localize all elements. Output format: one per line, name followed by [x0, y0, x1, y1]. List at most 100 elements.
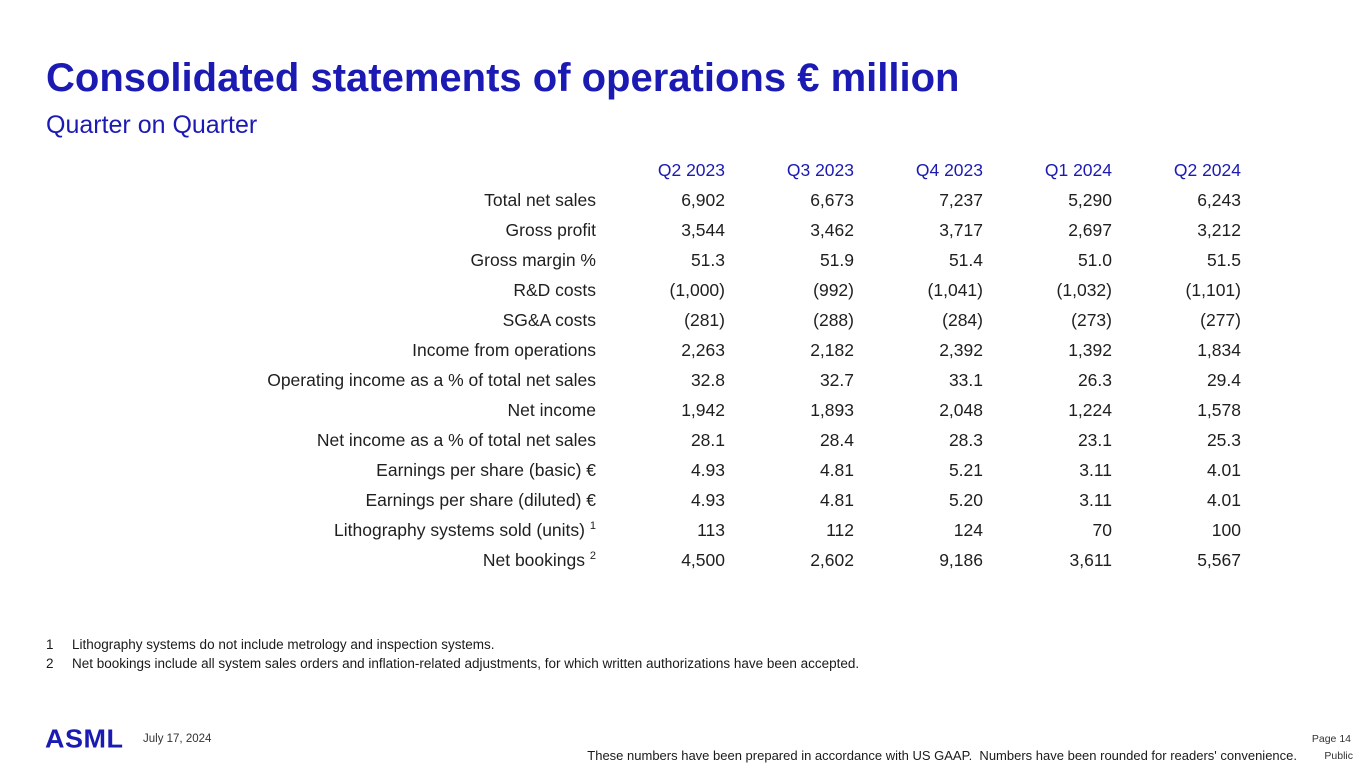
column-header: Q1 2024 [1044, 160, 1112, 180]
row-label: Gross profit [505, 220, 596, 240]
row-label: R&D costs [513, 280, 596, 300]
cell-value: 28.1 [690, 430, 725, 450]
cell-value: (281) [684, 310, 725, 330]
table-header-row: Q2 2023 Q3 2023 Q4 2023 Q1 2024 Q2 2024 [46, 155, 1241, 185]
classification-label: Public [1324, 750, 1353, 762]
cell-value: 28.4 [819, 430, 854, 450]
column-header: Q2 2023 [657, 160, 725, 180]
cell-value: 70 [1092, 520, 1112, 540]
cell-value: 3,717 [939, 220, 983, 240]
row-label: Net income [507, 400, 596, 420]
page-subtitle: Quarter on Quarter [46, 111, 258, 139]
page-title: Consolidated statements of operations € … [46, 56, 960, 100]
financial-table: Q2 2023 Q3 2023 Q4 2023 Q1 2024 Q2 2024 Total… [46, 155, 1241, 575]
row-label: Earnings per share (diluted) € [365, 490, 596, 510]
footnote: 2 Net bookings include all system sales o… [46, 655, 859, 674]
footnote-number: 1 [46, 637, 54, 652]
cell-value: (277) [1200, 310, 1241, 330]
cell-value: 3.11 [1079, 490, 1112, 510]
table-row: Net income as a % of total net sales 28.1… [46, 425, 1241, 455]
cell-value: 2,392 [939, 340, 983, 360]
cell-value: 112 [826, 520, 854, 540]
cell-value: 51.3 [690, 250, 725, 270]
table-row: Gross margin % 51.3 51.9 51.4 51.0 51.5 [46, 245, 1241, 275]
row-label: Income from operations [412, 340, 596, 360]
footnote-ref: 1 [589, 520, 596, 533]
cell-value: 29.4 [1206, 370, 1241, 390]
footnote-text: Lithography systems do not include metro… [72, 637, 495, 652]
table-row: R&D costs (1,000) (992) (1,041) (1,032) (1,10… [46, 275, 1241, 305]
cell-value: 6,243 [1197, 190, 1241, 210]
row-label: Earnings per share (basic) € [376, 460, 596, 480]
cell-value: 51.9 [819, 250, 854, 270]
table-row: Net bookings 2 4,500 2,602 9,186 3,611 5,567 [46, 545, 1241, 575]
cell-value: 4.81 [819, 460, 854, 480]
row-label: Total net sales [484, 190, 596, 210]
cell-value: 3,212 [1197, 220, 1241, 240]
asml-logo: ASML [45, 724, 124, 754]
table-row: Earnings per share (basic) € 4.93 4.81 5.21… [46, 455, 1241, 485]
cell-value: 3,611 [1069, 550, 1113, 570]
row-label: Net income as a % of total net sales [316, 430, 596, 450]
footnote-text: Net bookings include all system sales or… [72, 655, 860, 671]
cell-value: 23.1 [1077, 430, 1112, 450]
table-row: Gross profit 3,544 3,462 3,717 2,697 3,212 [46, 215, 1241, 245]
row-label: Gross margin % [470, 250, 596, 270]
cell-value: 33.1 [948, 370, 983, 390]
cell-value: 1,392 [1068, 340, 1112, 360]
cell-value: 2,602 [810, 550, 854, 570]
cell-value: 4.01 [1206, 490, 1241, 510]
cell-value: (273) [1071, 310, 1112, 330]
footnote-number: 2 [46, 655, 54, 671]
column-header: Q2 2024 [1173, 160, 1241, 180]
table-row: Operating income as a % of total net sal… [46, 365, 1241, 395]
cell-value: 5,567 [1197, 550, 1241, 570]
row-label: Lithography systems sold (units) 1 [334, 520, 596, 540]
cell-value: 4.81 [819, 490, 854, 510]
table-row: Earnings per share (diluted) € 4.93 4.81 5.… [46, 485, 1241, 515]
cell-value: 1,834 [1197, 340, 1241, 360]
cell-value: 26.3 [1077, 370, 1112, 390]
column-header: Q4 2023 [915, 160, 983, 180]
table-row: Lithography systems sold (units) 1 113 112… [46, 515, 1241, 545]
cell-value: 113 [697, 520, 725, 540]
cell-value: (288) [813, 310, 854, 330]
cell-value: 5,290 [1068, 190, 1112, 210]
cell-value: 5.21 [948, 460, 983, 480]
cell-value: 3.11 [1079, 460, 1112, 480]
header-spacer [46, 155, 596, 185]
cell-value: 51.5 [1206, 250, 1241, 270]
cell-value: 5.20 [948, 490, 983, 510]
cell-value: (1,000) [669, 280, 725, 300]
cell-value: 1,942 [681, 400, 725, 420]
cell-value: 2,048 [939, 400, 983, 420]
cell-value: 2,182 [810, 340, 854, 360]
table-row: SG&A costs (281) (288) (284) (273) (277) [46, 305, 1241, 335]
cell-value: (1,101) [1185, 280, 1241, 300]
cell-value: 4.93 [690, 490, 725, 510]
row-label: SG&A costs [502, 310, 596, 330]
cell-value: 2,697 [1068, 220, 1112, 240]
cell-value: (992) [813, 280, 854, 300]
footnote: 1 Lithography systems do not include metr… [46, 636, 859, 655]
cell-value: 32.7 [819, 370, 854, 390]
cell-value: (1,041) [927, 280, 983, 300]
footnotes: 1 Lithography systems do not include metr… [46, 636, 859, 673]
cell-value: 4.01 [1206, 460, 1241, 480]
cell-value: 6,902 [681, 190, 725, 210]
cell-value: 9,186 [939, 550, 983, 570]
footnote-ref: 2 [589, 550, 596, 563]
cell-value: 25.3 [1206, 430, 1241, 450]
cell-value: (1,032) [1056, 280, 1112, 300]
cell-value: 7,237 [939, 190, 983, 210]
table-row: Income from operations 2,263 2,182 2,392 1,3… [46, 335, 1241, 365]
table-row: Total net sales 6,902 6,673 7,237 5,290 6,243 [46, 185, 1241, 215]
row-label: Net bookings 2 [482, 550, 596, 570]
cell-value: 124 [953, 520, 983, 540]
page-number: Page 14 [1311, 733, 1351, 745]
row-label: Operating income as a % of total net sal… [267, 370, 596, 390]
cell-value: (284) [942, 310, 983, 330]
cell-value: 3,462 [810, 220, 854, 240]
cell-value: 6,673 [810, 190, 854, 210]
